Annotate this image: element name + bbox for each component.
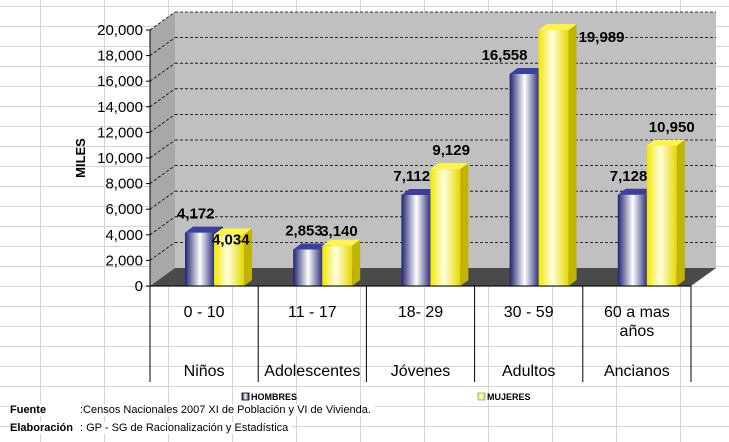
gridline-side xyxy=(149,242,176,261)
bar-front xyxy=(538,30,569,286)
data-label-hombres-3: 16,558 xyxy=(482,47,528,64)
bar-mujeres-1 xyxy=(322,239,361,286)
footer-source-label: Fuente xyxy=(10,404,47,416)
bar-front xyxy=(401,194,432,286)
footer-source: Fuente :Censos Nacionales 2007 XI de Pobl… xyxy=(10,404,375,416)
bar-top xyxy=(185,226,223,233)
bar-side xyxy=(460,163,469,286)
bar-side xyxy=(676,139,685,286)
gridline-side xyxy=(149,37,176,56)
y-tick-label: 4,000 xyxy=(105,227,143,244)
bar-side xyxy=(244,228,252,286)
x-tick-label: 11 - 17 xyxy=(288,304,337,321)
x-tick-label: 60 a mas años xyxy=(604,304,670,340)
bar-top xyxy=(509,68,548,75)
legend-label-hombres: HOMBRES xyxy=(251,392,297,402)
bar-side xyxy=(352,239,361,286)
data-label-hombres-2: 7,112 xyxy=(393,168,430,185)
y-tick-label: 20,000 xyxy=(97,22,143,39)
group-label: Niños xyxy=(184,363,225,380)
y-tick-label: 6,000 xyxy=(105,201,143,218)
group-label: Adultos xyxy=(502,363,555,380)
legend-label-mujeres: MUJERES xyxy=(487,392,531,402)
data-label-mujeres-4: 10,950 xyxy=(649,119,695,136)
bar-mujeres-0 xyxy=(214,228,252,286)
footer-source-text: :Censos Nacionales 2007 XI de Población … xyxy=(80,404,371,416)
legend-swatch-mujeres xyxy=(477,392,486,401)
data-label-hombres-0: 4,172 xyxy=(177,206,215,223)
bar-top xyxy=(617,188,656,195)
data-label-hombres-1: 2,853 xyxy=(285,222,323,239)
y-tick-label: 14,000 xyxy=(97,99,143,116)
y-tick-label: 2,000 xyxy=(105,252,143,269)
gridline-side xyxy=(149,11,176,31)
gridline-side xyxy=(149,114,176,133)
bar-front xyxy=(214,234,244,286)
x-tick-label: 30 - 59 xyxy=(504,304,554,321)
footer-elaboration-label: Elaboración xyxy=(10,422,73,434)
bar-top xyxy=(401,188,440,195)
legend-swatch-hombres xyxy=(241,392,250,401)
bar-top xyxy=(293,243,332,250)
bar-mujeres-2 xyxy=(430,163,469,286)
bar-front xyxy=(646,145,677,286)
group-label: Adolescentes xyxy=(264,363,360,380)
x-tick-label: 0 - 10 xyxy=(184,304,225,321)
gridline-side xyxy=(149,165,176,184)
footer-elaboration: Elaboración : GP - SG de Racionalización … xyxy=(10,422,293,434)
data-label-mujeres-2: 9,129 xyxy=(432,142,470,159)
bar-front xyxy=(322,245,353,286)
y-tick-label: 10,000 xyxy=(97,150,143,167)
footer-elaboration-text: : GP - SG de Racionalización y Estadísti… xyxy=(80,422,289,434)
bar-top xyxy=(430,163,469,170)
group-label: Ancianos xyxy=(604,363,670,380)
bar-top xyxy=(214,228,252,235)
bar-front xyxy=(293,249,324,286)
group-label: Jóvenes xyxy=(391,363,451,380)
data-label-mujeres-3: 19,989 xyxy=(579,29,625,46)
data-label-mujeres-1: 3,140 xyxy=(320,223,358,240)
bar-front xyxy=(509,74,540,286)
bar-mujeres-4 xyxy=(646,139,685,286)
bar-front xyxy=(430,169,461,286)
y-axis-label: MILES xyxy=(73,138,88,178)
bar-top xyxy=(646,139,685,146)
data-label-mujeres-0: 4,034 xyxy=(212,231,250,248)
bar-mujeres-3 xyxy=(538,24,577,286)
gridline-side xyxy=(149,216,176,236)
gridline-side xyxy=(149,62,176,82)
bar-front xyxy=(185,232,215,286)
bar-front xyxy=(617,194,648,286)
gridline-side xyxy=(149,88,176,108)
data-label-hombres-4: 7,128 xyxy=(610,168,648,185)
bar-side xyxy=(568,24,577,286)
bar-top xyxy=(322,239,361,246)
gridline-side xyxy=(149,139,176,159)
y-tick-label: 18,000 xyxy=(97,48,143,65)
y-tick-label: 8,000 xyxy=(105,176,143,193)
bar-top xyxy=(538,24,577,31)
y-tick-label: 16,000 xyxy=(97,73,143,90)
x-tick-label: 18- 29 xyxy=(398,304,443,321)
y-tick-label: 12,000 xyxy=(97,124,143,141)
gridline-side xyxy=(149,190,176,210)
y-tick-label: 0 xyxy=(135,278,143,295)
